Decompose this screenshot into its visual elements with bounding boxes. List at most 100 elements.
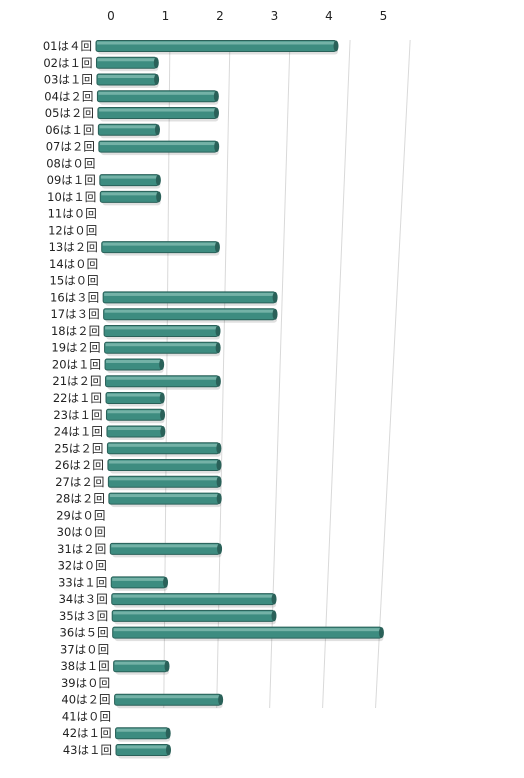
category-label: 42は１回 <box>62 726 111 740</box>
bar-highlight <box>112 594 274 598</box>
category-label: 40は２回 <box>61 693 110 707</box>
bar-highlight <box>115 695 220 699</box>
bar <box>96 90 219 105</box>
x-tick-label: 5 <box>380 9 388 23</box>
category-label: 08は０回 <box>46 156 95 170</box>
bar-highlight <box>106 359 161 363</box>
bar-end-cap <box>165 727 171 739</box>
bar-highlight <box>105 326 218 330</box>
category-label: 05は２回 <box>45 106 94 120</box>
category-label: 22は１回 <box>53 391 102 405</box>
bar-highlight <box>104 292 275 296</box>
bar-end-cap <box>154 74 160 86</box>
bar-highlight <box>112 577 165 581</box>
bar-highlight <box>113 628 381 632</box>
bar-end-cap <box>156 191 162 203</box>
category-label: 03は１回 <box>44 73 93 87</box>
category-label: 09は１回 <box>47 173 96 187</box>
category-label: 30は０回 <box>57 525 106 539</box>
bar-end-cap <box>216 459 222 471</box>
category-label: 01は４回 <box>43 39 92 53</box>
category-label: 28は２回 <box>56 492 105 506</box>
x-tick-label: 3 <box>271 9 279 23</box>
category-label: 31は２回 <box>57 542 106 556</box>
bar <box>97 107 219 122</box>
category-label: 21は２回 <box>52 374 101 388</box>
bar-highlight <box>108 443 218 447</box>
category-label: 06は１回 <box>45 123 94 137</box>
x-tick-label: 0 <box>107 9 115 23</box>
bar <box>102 291 278 306</box>
bar-highlight <box>97 58 156 62</box>
category-label: 23は１回 <box>53 408 102 422</box>
category-label: 43は１回 <box>63 743 112 757</box>
bar <box>112 626 384 642</box>
category-label: 35は３回 <box>59 609 108 623</box>
bar <box>110 576 169 591</box>
bar <box>107 459 222 474</box>
gridline <box>269 39 291 709</box>
bar-highlight <box>111 544 219 548</box>
bar-highlight <box>107 410 162 414</box>
bar-highlight <box>97 41 335 45</box>
bar-end-cap <box>154 124 160 136</box>
bar-highlight <box>106 376 218 380</box>
category-label: 29は０回 <box>56 508 105 522</box>
bar-end-cap <box>378 627 384 639</box>
bar <box>95 56 159 72</box>
gridline <box>375 39 411 709</box>
category-label: 07は２回 <box>46 140 95 154</box>
x-tick-label: 2 <box>216 9 224 23</box>
bar-highlight <box>107 393 162 397</box>
category-label: 39は０回 <box>61 676 110 690</box>
category-label: 14は０回 <box>49 257 98 271</box>
bar <box>104 358 165 373</box>
category-label: 12は０回 <box>48 223 97 237</box>
category-label: 34は３回 <box>59 592 108 606</box>
bar-highlight <box>116 728 168 732</box>
bar-end-cap <box>159 392 165 404</box>
bar-end-cap <box>333 40 339 52</box>
bar-highlight <box>114 661 167 665</box>
bar <box>114 693 224 709</box>
category-label: 38は１回 <box>60 659 109 673</box>
bar <box>105 408 166 424</box>
bar-highlight <box>97 75 156 79</box>
category-label: 10は１回 <box>47 190 96 204</box>
bar <box>107 475 222 491</box>
bar <box>98 140 220 156</box>
bar-end-cap <box>159 358 165 370</box>
x-tick-label: 1 <box>162 9 170 23</box>
bar <box>99 190 162 206</box>
bar-highlight <box>99 125 157 129</box>
gridline <box>163 39 171 709</box>
bar-end-cap <box>164 660 170 672</box>
gridline <box>322 39 351 709</box>
bar-highlight <box>98 108 216 112</box>
bar-end-cap <box>272 291 278 303</box>
category-label: 18は２回 <box>51 324 100 338</box>
bar-end-cap <box>215 342 221 354</box>
bar-end-cap <box>153 57 159 69</box>
bar <box>99 174 161 189</box>
bar-end-cap <box>214 241 220 253</box>
category-label: 41は０回 <box>62 709 111 723</box>
bar-highlight <box>100 175 158 179</box>
category-label: 02は１回 <box>43 56 92 70</box>
bar-highlight <box>117 745 168 749</box>
bar-highlight <box>109 477 219 481</box>
bar-end-cap <box>166 744 171 756</box>
bar-end-cap <box>213 90 219 102</box>
bar <box>95 40 339 55</box>
bar <box>109 542 223 558</box>
x-axis-ticks: 0 1 2 3 4 5 <box>107 9 387 23</box>
bar-highlight <box>105 343 218 347</box>
bar <box>106 425 166 441</box>
bar-highlight <box>107 427 162 431</box>
x-tick-label: 4 <box>325 9 333 23</box>
bar-end-cap <box>216 476 222 488</box>
bar-highlight <box>104 309 275 313</box>
bar-highlight <box>109 494 219 498</box>
bar-end-cap <box>160 426 166 438</box>
